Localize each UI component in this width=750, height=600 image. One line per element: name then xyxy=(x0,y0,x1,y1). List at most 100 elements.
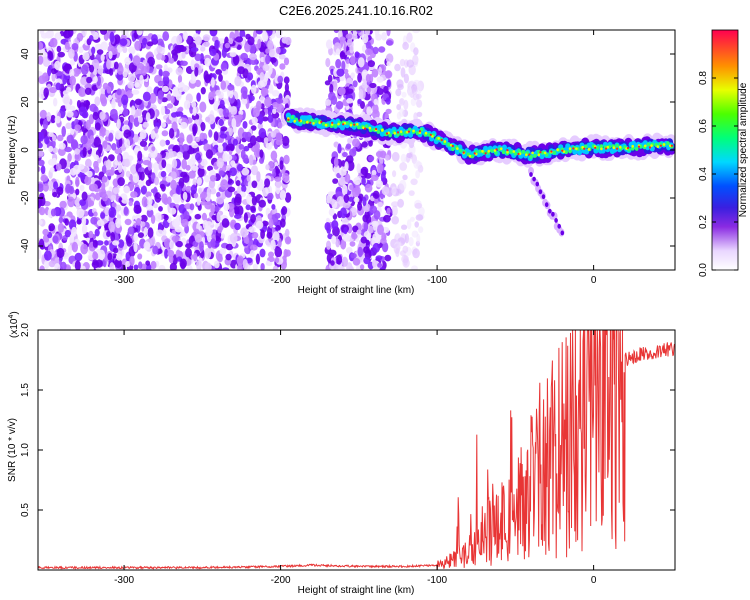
noise-blob xyxy=(60,261,67,270)
noise-blob xyxy=(262,30,268,41)
noise-blob xyxy=(185,185,192,192)
noise-blob xyxy=(391,205,398,217)
signal-blob xyxy=(557,223,561,229)
noise-blob xyxy=(143,79,150,88)
noise-blob xyxy=(343,227,348,235)
tick-labels-2: -300 -200 -100 0 0.5 1.0 1.5 2.0 xyxy=(20,323,597,586)
signal-blob xyxy=(556,148,559,152)
signal-blob xyxy=(670,144,674,147)
noise-blob xyxy=(221,47,227,59)
noise-blob xyxy=(76,208,85,219)
noise-blob xyxy=(100,98,107,104)
noise-blob xyxy=(385,53,394,64)
noise-blob xyxy=(38,142,43,149)
noise-blob xyxy=(199,132,205,142)
noise-blob xyxy=(255,30,263,35)
noise-blob xyxy=(227,84,235,91)
noise-blob xyxy=(372,46,379,55)
noise-blob xyxy=(281,206,288,215)
noise-blob xyxy=(162,75,170,86)
noise-blob xyxy=(216,157,224,168)
noise-blob xyxy=(92,111,99,121)
noise-blob xyxy=(399,108,405,118)
noise-blob xyxy=(283,248,288,258)
noise-blob xyxy=(270,239,276,251)
noise-blob xyxy=(215,89,222,96)
noise-blob xyxy=(132,133,139,143)
noise-blob xyxy=(42,118,49,130)
noise-blob xyxy=(102,140,108,150)
signal-blob xyxy=(364,127,367,130)
noise-blob xyxy=(128,46,136,54)
noise-blob xyxy=(81,224,88,235)
noise-blob xyxy=(267,114,274,123)
signal-blob xyxy=(388,133,392,138)
noise-blob xyxy=(238,110,244,116)
noise-blob xyxy=(399,179,407,191)
noise-blob xyxy=(369,205,378,214)
noise-blob xyxy=(147,56,156,67)
noise-blob xyxy=(250,214,256,223)
noise-blob xyxy=(217,226,223,234)
noise-blob xyxy=(58,216,64,224)
noise-blob xyxy=(372,242,381,253)
signal-blob xyxy=(568,149,572,154)
noise-blob xyxy=(157,80,164,87)
noise-blob xyxy=(162,70,170,78)
signal-blob xyxy=(572,147,575,150)
signal-blob xyxy=(451,144,454,148)
y-multiplier-base: (x10 xyxy=(9,318,20,338)
signal-blob xyxy=(501,150,506,155)
noise-blob xyxy=(43,87,49,98)
noise-blob xyxy=(114,160,122,166)
noise-blob xyxy=(409,216,415,222)
noise-blob xyxy=(256,171,261,182)
noise-blob xyxy=(134,40,142,51)
noise-blob xyxy=(126,90,134,99)
noise-blob xyxy=(61,126,66,137)
noise-blob xyxy=(154,176,160,186)
noise-blob xyxy=(248,95,255,102)
signal-blob xyxy=(630,146,635,151)
noise-blob xyxy=(416,233,421,244)
noise-blob xyxy=(191,101,197,108)
noise-blob xyxy=(40,174,49,182)
noise-blob xyxy=(256,181,265,191)
noise-blob xyxy=(48,145,54,153)
noise-blob xyxy=(114,61,119,70)
noise-blob xyxy=(352,80,358,88)
noise-blob xyxy=(38,159,45,166)
noise-blob xyxy=(325,99,332,107)
noise-blob xyxy=(275,180,282,189)
signal-blob xyxy=(600,147,603,151)
signal-blob xyxy=(293,119,297,123)
noise-blob xyxy=(402,41,409,51)
noise-blob xyxy=(234,222,241,231)
noise-blob xyxy=(38,183,44,193)
noise-blob xyxy=(386,207,391,215)
noise-blob xyxy=(83,100,91,107)
noise-blob xyxy=(111,98,116,109)
noise-blob xyxy=(377,201,384,208)
noise-blob xyxy=(341,184,348,196)
noise-blob xyxy=(397,198,404,208)
y-tick-label-1: 20 xyxy=(20,96,31,108)
noise-blob xyxy=(85,158,92,168)
noise-blob xyxy=(253,148,262,158)
noise-blob xyxy=(52,134,57,142)
noise-blob xyxy=(52,191,58,198)
noise-blob xyxy=(328,249,337,257)
noise-blob xyxy=(406,32,413,43)
noise-blob xyxy=(57,222,65,233)
y-tick-label-2: 1.0 xyxy=(20,443,31,457)
noise-blob xyxy=(375,33,382,41)
noise-blob xyxy=(268,218,274,229)
noise-blob xyxy=(274,176,282,182)
noise-blob xyxy=(346,98,354,104)
noise-blob xyxy=(155,64,163,70)
noise-blob xyxy=(49,86,57,94)
noise-blob xyxy=(231,118,237,129)
signal-blob xyxy=(324,123,328,127)
noise-blob xyxy=(379,150,387,159)
noise-blob xyxy=(331,235,337,245)
